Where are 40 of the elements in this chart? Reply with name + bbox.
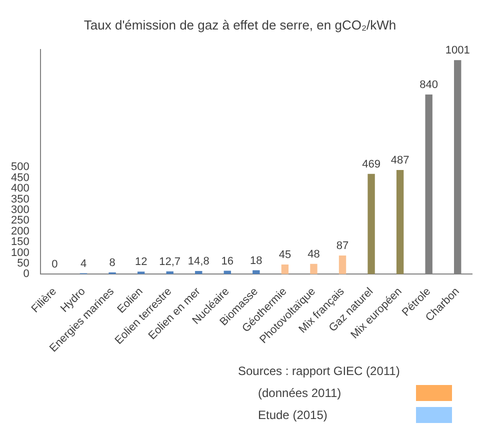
bar (137, 272, 145, 274)
bar (338, 256, 346, 274)
bar (166, 271, 174, 274)
bar (396, 170, 404, 274)
chart-title: Taux d'émission de gaz à effet de serre, en gCO₂/kWh (84, 17, 396, 32)
data-label: 487 (390, 154, 410, 167)
y-tick-label: 50 (17, 257, 30, 270)
bar (310, 264, 318, 274)
data-label: 14,8 (188, 256, 210, 268)
y-tick-label: 200 (10, 225, 30, 238)
data-label: 12 (134, 256, 148, 268)
bar (195, 270, 202, 274)
data-label: 87 (336, 240, 349, 252)
data-label: 469 (362, 158, 380, 170)
text: Etude (2015) (258, 408, 328, 422)
y-tick-label: 500 (10, 161, 30, 174)
y-tick-label: 100 (10, 246, 30, 259)
y-tick-label: 0 (23, 268, 30, 280)
bar (368, 174, 375, 274)
data-label: 8 (109, 256, 116, 269)
source-note: Sources : rapport GIEC (2011) (238, 364, 400, 378)
y-tick-label: 400 (10, 182, 30, 195)
data-label: 16 (221, 255, 234, 268)
data-label: 12,7 (159, 256, 181, 268)
bar (252, 270, 260, 274)
y-tick-label: 350 (10, 193, 30, 206)
data-label: 1001 (445, 44, 470, 57)
data-label: 4 (80, 258, 87, 270)
bar (224, 270, 231, 274)
y-tick-label: 450 (10, 172, 30, 184)
data-label: 48 (308, 248, 320, 260)
text: (données 2011) (258, 386, 342, 400)
data-label: 840 (420, 79, 438, 92)
y-tick-label: 250 (10, 214, 30, 227)
data-label: 45 (278, 249, 292, 262)
data-label: 18 (250, 254, 262, 267)
bar (281, 264, 289, 274)
y-tick-label: 150 (10, 236, 30, 248)
y-tick-label: 300 (10, 204, 30, 216)
data-label: 0 (52, 258, 58, 271)
